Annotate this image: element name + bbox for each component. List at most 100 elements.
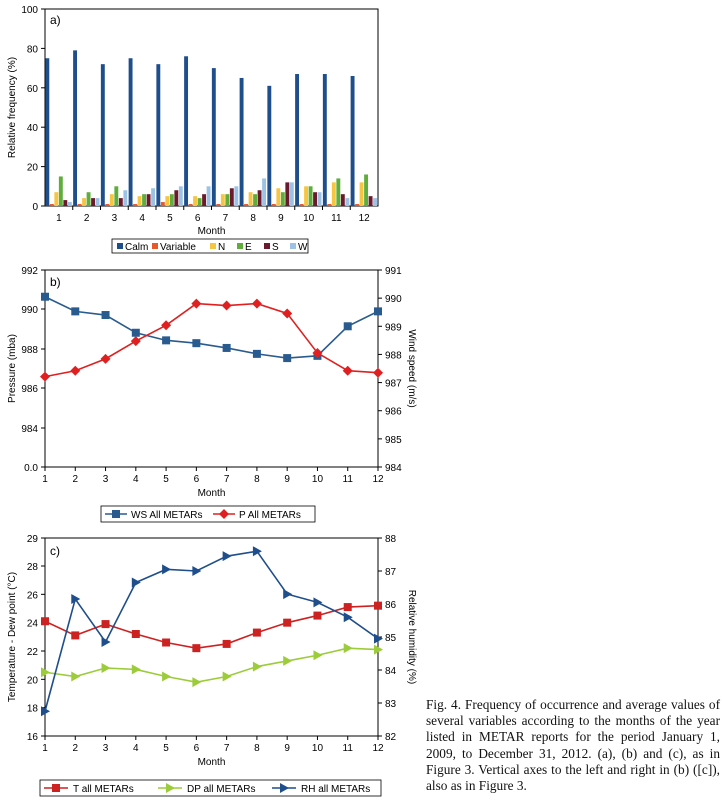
- data-point: [41, 292, 49, 301]
- bar: [368, 196, 373, 206]
- legend-label: DP all METARs: [187, 784, 256, 795]
- y-tick-label: 984: [21, 424, 38, 435]
- data-point: [251, 298, 262, 309]
- legend-label: RH all METARs: [301, 784, 370, 795]
- y2-tick-label: 987: [385, 379, 402, 390]
- y2-axis-title: Relative humidity (%): [406, 590, 417, 684]
- y-tick-label: 988: [21, 345, 38, 356]
- data-point: [162, 564, 172, 575]
- y-tick-label: 29: [27, 534, 39, 545]
- bar: [225, 194, 230, 206]
- plot-area-frame: [44, 537, 379, 737]
- x-tick-label: 1: [42, 743, 48, 754]
- panel-label: a): [50, 13, 61, 27]
- legend-marker: [52, 784, 60, 792]
- x-tick-label: 8: [250, 213, 256, 224]
- x-tick-label: 5: [167, 213, 173, 224]
- data-point: [313, 597, 323, 608]
- bar: [105, 204, 110, 206]
- data-point: [41, 706, 50, 717]
- bar: [197, 198, 202, 206]
- legend-swatch: [237, 243, 243, 249]
- y2-tick-label: 984: [385, 463, 402, 474]
- bar: [165, 196, 170, 206]
- bar: [234, 186, 239, 206]
- y-tick-label: 0: [32, 202, 38, 213]
- data-point: [191, 298, 202, 309]
- bar: [253, 194, 258, 206]
- y2-axis-title: Wind speed (m/s): [406, 329, 417, 407]
- bar: [100, 64, 105, 206]
- x-tick-label: 2: [72, 743, 78, 754]
- legend-label: WS All METARs: [131, 510, 202, 521]
- data-point: [283, 618, 292, 627]
- data-point: [131, 577, 141, 588]
- data-point: [282, 308, 293, 319]
- bar: [206, 186, 211, 206]
- data-point: [41, 667, 50, 678]
- legend-swatch: [210, 243, 216, 249]
- x-tick-label: 7: [224, 743, 230, 754]
- y-tick-label: 22: [27, 647, 39, 658]
- legend-marker: [280, 783, 289, 793]
- data-point: [283, 589, 293, 600]
- x-tick-label: 2: [72, 474, 78, 485]
- panel-label: b): [50, 275, 61, 289]
- legend-marker: [219, 509, 229, 519]
- y2-tick-label: 990: [385, 294, 402, 305]
- bar: [174, 190, 179, 206]
- data-point: [374, 601, 382, 610]
- bar: [73, 50, 78, 207]
- x-tick-label: 10: [312, 743, 324, 754]
- data-point: [192, 339, 201, 348]
- y-tick-label: 28: [27, 562, 39, 573]
- bar: [58, 176, 63, 206]
- data-point: [222, 639, 231, 648]
- bar: [331, 182, 336, 206]
- data-point: [343, 612, 353, 623]
- legend-label: Variable: [160, 242, 196, 253]
- bar: [295, 74, 300, 206]
- x-tick-label: 12: [359, 213, 371, 224]
- data-point: [343, 603, 352, 612]
- bar: [304, 186, 309, 206]
- data-point: [252, 546, 262, 557]
- x-tick-label: 11: [331, 213, 342, 224]
- bar: [109, 194, 114, 206]
- data-point: [131, 630, 140, 638]
- bar: [289, 182, 294, 206]
- bar: [271, 204, 276, 206]
- bar: [211, 68, 216, 206]
- series-line: [44, 302, 379, 378]
- x-tick-label: 4: [133, 474, 139, 485]
- data-point: [313, 650, 323, 661]
- x-tick-label: 6: [195, 213, 201, 224]
- data-point: [192, 566, 202, 576]
- y2-tick-label: 986: [385, 407, 402, 418]
- bar: [220, 194, 225, 206]
- x-tick-label: 4: [133, 743, 139, 754]
- y2-tick-label: 985: [385, 435, 402, 446]
- bar: [350, 75, 355, 206]
- y2-tick-label: 991: [385, 266, 402, 277]
- bar: [216, 204, 221, 206]
- x-tick-label: 3: [103, 743, 109, 754]
- y-tick-label: 60: [27, 84, 39, 95]
- legend-label: W: [298, 242, 308, 253]
- bar: [364, 174, 369, 206]
- x-tick-label: 6: [194, 474, 200, 485]
- data-point: [343, 643, 353, 654]
- data-point: [283, 354, 292, 363]
- figure-caption: Fig. 4. Frequency of occurrence and aver…: [426, 697, 720, 794]
- bar: [82, 198, 87, 206]
- bar: [146, 194, 151, 206]
- legend-marker: [166, 783, 175, 793]
- bar: [313, 192, 318, 206]
- legend-label: T all METARs: [73, 784, 134, 795]
- x-tick-label: 12: [372, 743, 384, 754]
- y-tick-label: 20: [27, 163, 39, 174]
- bar: [142, 194, 147, 206]
- y-tick-label: 986: [21, 384, 38, 395]
